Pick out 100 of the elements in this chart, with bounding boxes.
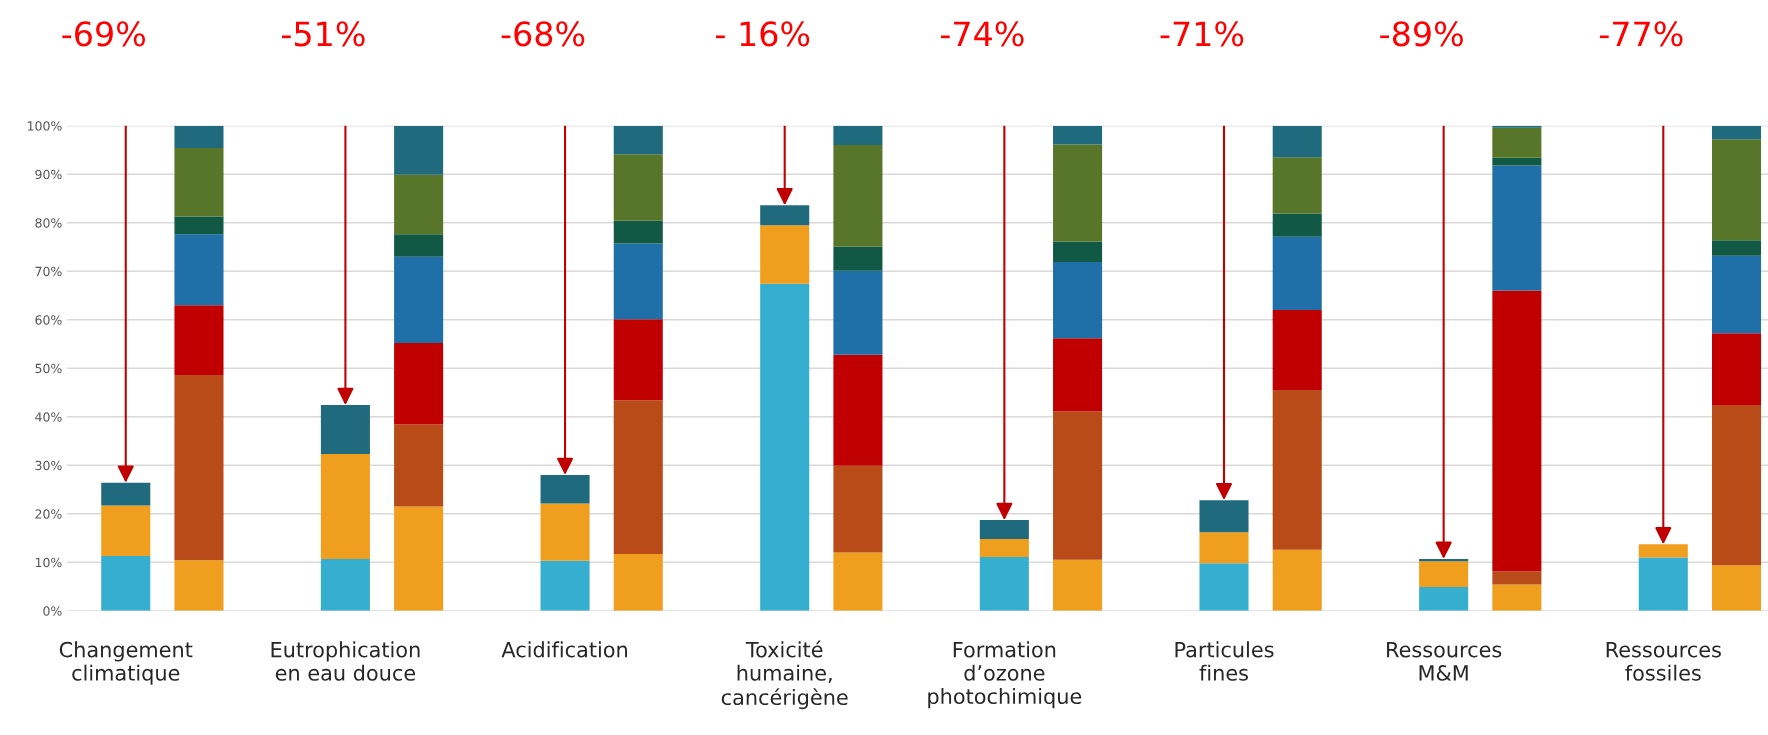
bar: [833, 270, 883, 355]
bar: [1053, 559, 1103, 611]
bar: [1711, 405, 1762, 566]
x-tick-label: Formation d’ozone photochimique: [928, 641, 1082, 709]
bar: [174, 560, 224, 611]
bar: [613, 125, 663, 155]
bar: [1272, 310, 1322, 391]
bar: [394, 256, 444, 344]
bar: [540, 560, 590, 611]
text: - 16%: [716, 21, 810, 47]
bar: [979, 520, 1029, 539]
y-tick-label: 10%: [35, 557, 62, 568]
y-tick-label: 70%: [35, 266, 62, 277]
y-tick-label: 90%: [35, 169, 62, 180]
bar: [833, 246, 883, 271]
bar: [1053, 262, 1103, 339]
bar: [174, 148, 224, 217]
text: -74%: [940, 21, 1024, 47]
bar: [320, 405, 370, 455]
bar: [1272, 213, 1322, 237]
bar: [613, 400, 663, 555]
bar: [1053, 125, 1103, 145]
x-tick-label: Eutrophication en eau douce: [271, 641, 420, 681]
y-tick-label: 20%: [35, 509, 62, 519]
bar: [394, 506, 444, 611]
y-tick-label: 40%: [35, 412, 62, 422]
bar: [540, 474, 590, 504]
text: -68%: [501, 21, 585, 47]
bar: [1272, 125, 1322, 158]
bar: [613, 554, 663, 611]
x-tick-label: Ressources M&M: [1387, 641, 1502, 681]
bar: [1711, 240, 1762, 256]
bar: [174, 216, 224, 235]
bar: [174, 305, 224, 376]
bar: [1053, 241, 1103, 262]
y-tick-label: 50%: [35, 363, 62, 374]
bar: [1419, 587, 1469, 611]
bar: [1638, 557, 1688, 611]
text: -71%: [1160, 21, 1244, 47]
bar: [833, 465, 883, 553]
bar: [760, 225, 810, 284]
bar: [1053, 411, 1103, 560]
y-tick-label: 80%: [35, 218, 62, 228]
bar: [540, 503, 590, 561]
bar: [1638, 544, 1688, 558]
bar: [1711, 333, 1762, 406]
text: -89%: [1380, 21, 1463, 47]
bar: [394, 125, 444, 175]
bar: [979, 538, 1029, 557]
bar: [1711, 565, 1762, 611]
bar: [1199, 532, 1249, 564]
bar: [760, 283, 810, 611]
bar: [394, 174, 444, 235]
bar: [320, 454, 370, 559]
bar: [1272, 390, 1322, 550]
bar: [613, 220, 663, 244]
bar: [1272, 236, 1322, 311]
bar: [394, 234, 444, 257]
bar: [174, 125, 224, 148]
bar: [1492, 571, 1542, 585]
bar: [101, 505, 151, 556]
bar: [174, 375, 224, 561]
x-tick-label: Toxicité humaine, cancérigène: [721, 640, 848, 710]
bar: [320, 558, 370, 611]
bar: [1711, 255, 1762, 334]
bar: [1053, 338, 1103, 412]
bar: [1492, 290, 1542, 572]
bar: [1492, 165, 1542, 291]
x-tick-label: Ressources fossiles: [1606, 641, 1721, 681]
x-tick-label: Changement climatique: [59, 641, 193, 685]
bar: [1492, 157, 1542, 166]
bar: [833, 145, 883, 247]
bar: [613, 154, 663, 221]
bar: [1711, 125, 1762, 140]
bar: [1053, 144, 1103, 242]
bar: [101, 555, 151, 611]
y-tick-label: 100%: [27, 121, 62, 131]
bar: [394, 424, 444, 507]
bar: [1199, 500, 1249, 533]
bar: [613, 243, 663, 320]
bar: [101, 482, 151, 506]
bar: [1492, 127, 1542, 158]
text: -69%: [62, 21, 146, 47]
bar: [1199, 563, 1249, 611]
bar: [833, 552, 883, 611]
bar: [1272, 157, 1322, 214]
x-tick-label: Acidification: [501, 641, 627, 658]
bar: [1419, 561, 1469, 588]
y-tick-label: 60%: [35, 315, 62, 325]
bar: [1272, 549, 1322, 611]
bar: [613, 319, 663, 401]
bar: [1492, 584, 1542, 611]
text: -77%: [1599, 21, 1683, 47]
bar: [174, 234, 224, 306]
bar: [979, 556, 1029, 611]
bar: [833, 125, 883, 146]
text: -51%: [282, 21, 365, 47]
bar: [1711, 139, 1762, 241]
bar: [833, 354, 883, 466]
bar: [760, 205, 810, 226]
